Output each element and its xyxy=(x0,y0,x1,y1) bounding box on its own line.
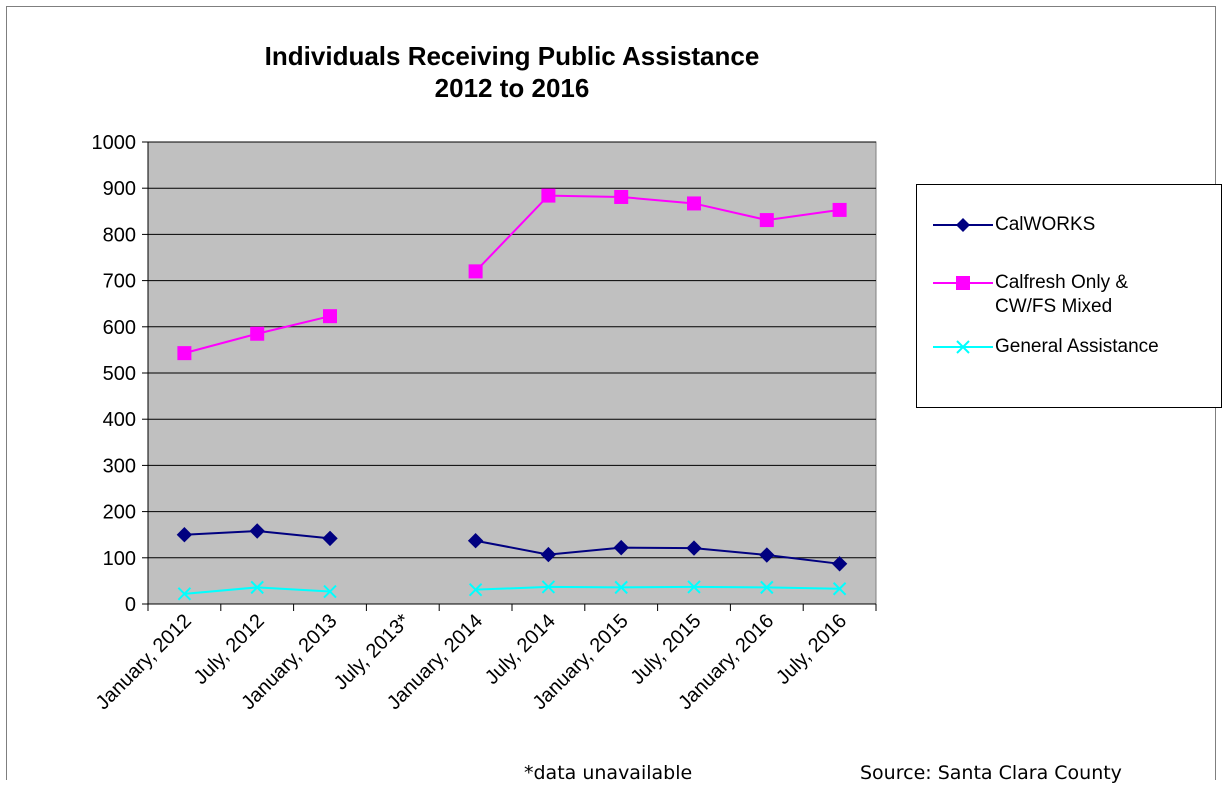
calworks-point xyxy=(467,532,484,549)
legend-label-calworks: CalWORKS xyxy=(995,213,1219,237)
general-assistance-series-line xyxy=(475,585,840,591)
calfresh-point xyxy=(759,213,774,228)
general-assistance-point xyxy=(614,580,628,595)
general-assistance-point xyxy=(760,580,774,595)
general-assistance-point xyxy=(468,582,483,597)
y-tick-label: 900 xyxy=(103,178,136,200)
general-assistance-point xyxy=(323,584,337,599)
calworks-point xyxy=(540,546,557,563)
y-tick-label: 400 xyxy=(103,409,136,431)
calworks-series-line xyxy=(475,539,840,565)
legend-item-calworks: CalWORKS xyxy=(917,213,1222,273)
chart-title-line-1: Individuals Receiving Public Assistance xyxy=(264,41,760,71)
x-tick-label: January, 2012 xyxy=(92,610,196,714)
calworks-point xyxy=(831,556,848,572)
y-tick-label: 1000 xyxy=(92,132,137,154)
y-tick-label: 300 xyxy=(103,455,136,477)
calfresh-point xyxy=(177,346,192,361)
calworks-point xyxy=(759,547,775,563)
source-note: Source: Santa Clara County xyxy=(860,762,1122,784)
legend-item-calfresh: Calfresh Only & CW/FS Mixed xyxy=(917,271,1222,331)
legend-swatch-general-assistance xyxy=(933,340,993,354)
legend-swatch-calfresh xyxy=(933,276,993,290)
calfresh-point xyxy=(323,309,337,324)
y-tick-label: 200 xyxy=(103,502,136,524)
legend-label-line: CW/FS Mixed xyxy=(995,296,1113,317)
y-tick-label: 500 xyxy=(103,363,136,385)
y-tick-label: 600 xyxy=(103,317,136,339)
footnote: *data unavailable xyxy=(524,762,693,784)
legend-label-line: CalWORKS xyxy=(995,214,1096,235)
calfresh-point xyxy=(250,326,265,341)
y-tick-label: 0 xyxy=(125,594,136,616)
general-assistance-point xyxy=(250,580,264,595)
y-tick-label: 800 xyxy=(103,224,136,246)
calfresh-point xyxy=(541,188,556,203)
chart-legend: CalWORKS Calfresh Only & CW/FS Mixed Genera… xyxy=(916,184,1222,408)
calfresh-point xyxy=(614,189,629,204)
y-tick-label: 700 xyxy=(103,271,136,293)
x-tick-label: July, 2015 xyxy=(627,610,706,689)
calworks-point xyxy=(613,539,629,556)
general-assistance-point xyxy=(832,582,847,596)
calworks-point xyxy=(686,540,702,556)
calfresh-point xyxy=(687,196,701,211)
legend-label-calfresh: Calfresh Only & CW/FS Mixed xyxy=(995,271,1219,319)
x-tick-label: July, 2012 xyxy=(190,610,269,689)
general-assistance-point xyxy=(541,580,556,594)
legend-label-line: Calfresh Only & xyxy=(995,272,1129,293)
calfresh-point xyxy=(832,202,847,217)
chart-title-line-2: 2012 to 2016 xyxy=(434,73,590,103)
calworks-point xyxy=(322,530,338,547)
calworks-point xyxy=(176,526,193,543)
legend-swatch-calworks xyxy=(933,218,993,232)
x-tick-label: July, 2014 xyxy=(481,610,560,689)
legend-item-general-assistance: General Assistance xyxy=(917,335,1222,395)
calworks-point xyxy=(249,523,265,539)
chart-title: Individuals Receiving Public Assistance … xyxy=(148,40,876,104)
legend-label-line: General Assistance xyxy=(995,336,1159,357)
general-assistance-point xyxy=(177,587,192,601)
calfresh-series-line xyxy=(474,194,840,273)
calfresh-point xyxy=(468,264,483,279)
legend-label-general-assistance: General Assistance xyxy=(995,335,1219,359)
x-tick-label: July, 2016 xyxy=(772,610,851,689)
general-assistance-point xyxy=(687,580,701,594)
y-tick-label: 100 xyxy=(103,548,136,570)
